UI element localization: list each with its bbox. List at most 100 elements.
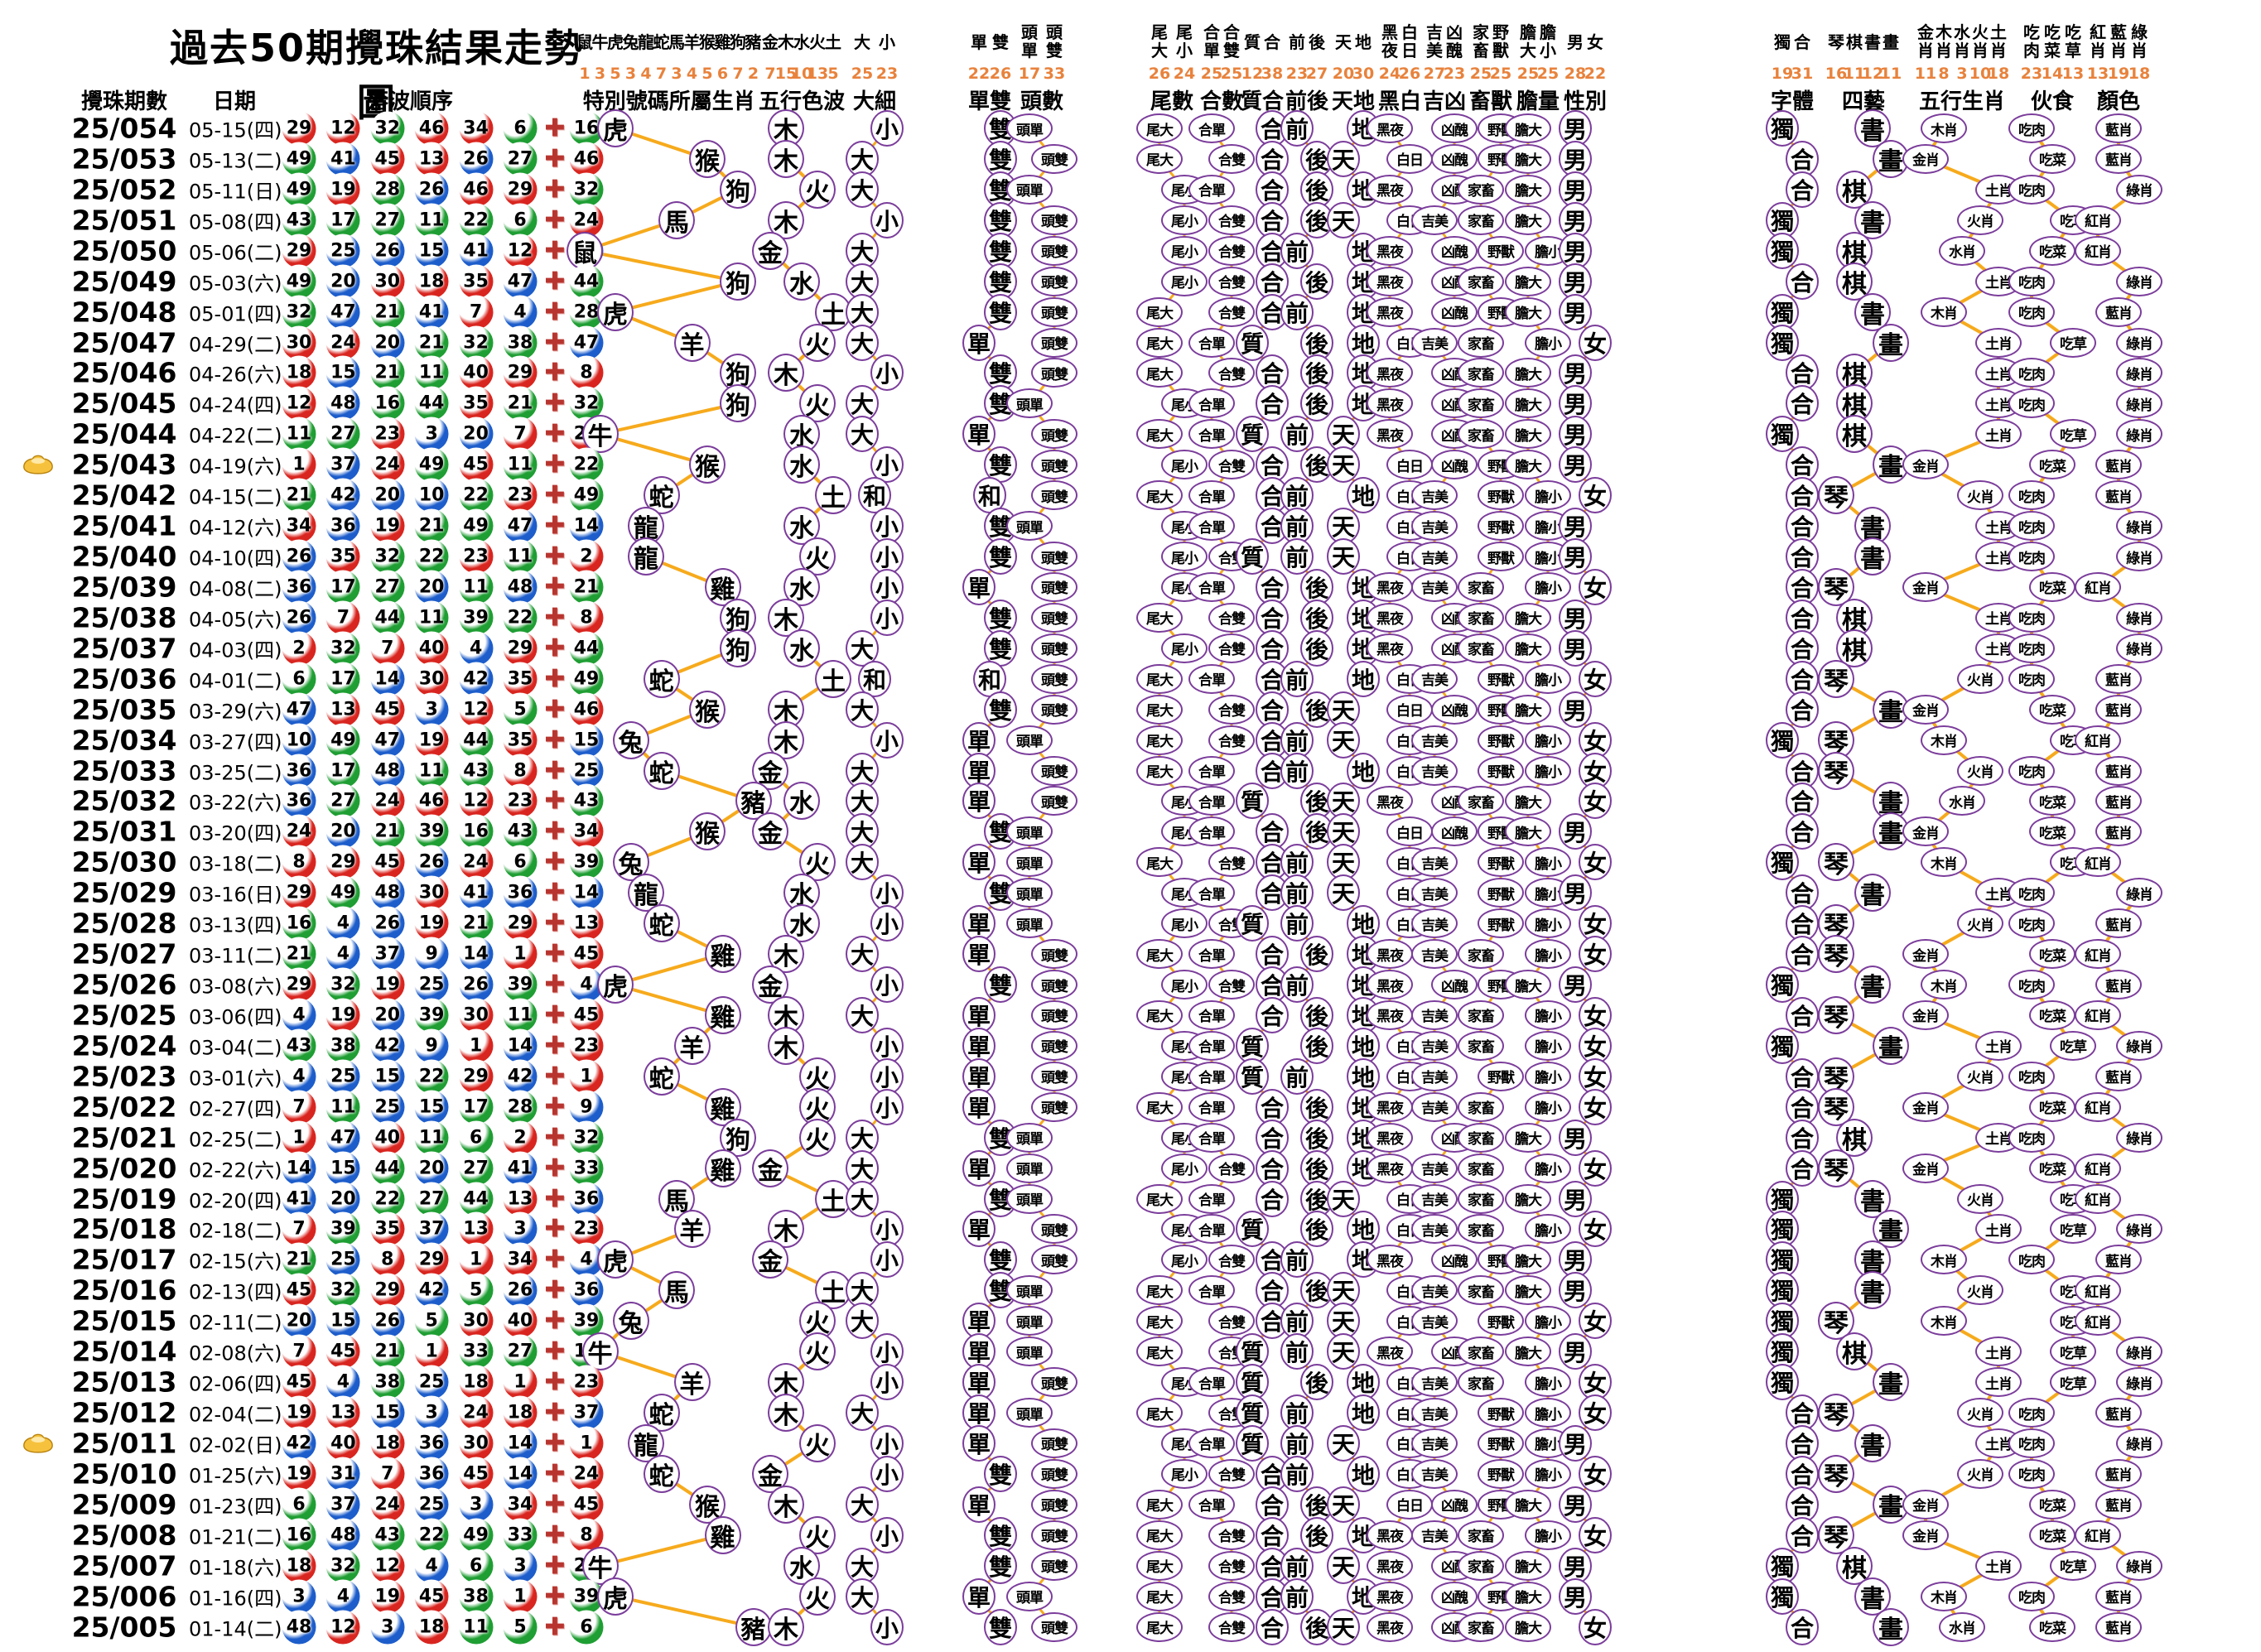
column-sub-label: 合 [1794, 32, 1810, 52]
cell-tiandi: 地 [1347, 752, 1380, 789]
cell-tou: 頭雙 [1031, 205, 1077, 235]
cell-qianhou: 前 [1280, 1057, 1314, 1095]
cell-qianhou: 後 [1300, 1211, 1333, 1248]
ball: 18 [503, 1395, 538, 1430]
cell-qianhou: 前 [1280, 660, 1314, 697]
cell-chushou: 家畜 [1458, 1520, 1504, 1550]
cell-jixiong: 吉美 [1411, 1428, 1458, 1458]
cell-qianhou: 後 [1300, 568, 1333, 605]
cell-heibai: 黑夜 [1367, 970, 1413, 1000]
column-sub-label: 吃 肉 [2023, 22, 2040, 60]
ball: 6 [459, 1548, 494, 1583]
period-label: 25/030 [71, 845, 177, 879]
cell-xingbie: 女 [1579, 660, 1612, 697]
cell-wuxing: 金肖 [1902, 939, 1949, 970]
cell-huoshi: 吃菜 [2029, 1091, 2075, 1122]
ball: 30 [414, 875, 449, 910]
ball: 34 [503, 1487, 538, 1522]
cell-wuxing: 火肖 [1957, 1398, 2003, 1428]
cell-qianhou: 後 [1300, 599, 1333, 636]
cell-daxi: 小 [870, 1088, 904, 1125]
cell-wei: 尾大 [1136, 939, 1183, 970]
cell-danshuang: 單 [962, 1394, 996, 1432]
cell-siyi: 畫 [1873, 139, 1909, 178]
cell-wei: 尾大 [1136, 480, 1183, 511]
cell-yanse: 綠肖 [2116, 1214, 2162, 1245]
cell-huoshi: 吃菜 [2029, 450, 2075, 480]
cell-daxi: 小 [870, 1455, 904, 1492]
ball: 18 [282, 355, 316, 390]
cell-xingbie: 男 [1559, 293, 1592, 330]
cell-zodiac: 雞 [704, 995, 741, 1034]
column-sub-count: 10 [1969, 65, 1992, 83]
period-label: 25/052 [71, 173, 177, 206]
column-sub-label: 膽 大 [1520, 22, 1536, 60]
column-sub-label: 後 [1309, 32, 1325, 52]
cell-siyi: 書 [1854, 1577, 1891, 1616]
column-sub-label: 吉 美 [1426, 22, 1443, 60]
cell-yanse: 紅肖 [2075, 1183, 2121, 1214]
cell-ziti: 獨 [1766, 721, 1799, 759]
cell-wuxing: 金肖 [1902, 999, 1949, 1030]
cell-tou: 頭雙 [1031, 450, 1077, 480]
ball: 14 [282, 1151, 316, 1186]
cell-he: 合單 [1188, 999, 1235, 1030]
cell-yanse: 綠肖 [2116, 511, 2162, 542]
column-sub-label: 牛 [591, 32, 609, 52]
cell-element: 金 [752, 1240, 788, 1279]
cell-wei: 尾大 [1136, 1091, 1183, 1122]
cell-xingbie: 女 [1579, 844, 1612, 881]
ball: 18 [370, 1426, 405, 1461]
cell-tou: 頭雙 [1031, 1061, 1077, 1091]
cell-wei: 尾大 [1136, 725, 1183, 755]
plus-icon: ✚ [544, 1214, 566, 1244]
cell-danliang: 膽大 [1505, 1489, 1551, 1520]
ball: 35 [503, 723, 538, 758]
cell-wei: 尾小 [1161, 266, 1208, 296]
cell-danliang: 膽小 [1525, 1428, 1571, 1458]
cell-xingbie: 女 [1579, 996, 1612, 1033]
period-label: 25/012 [71, 1396, 177, 1429]
cell-jixiong: 凶醜 [1431, 296, 1478, 327]
cell-siyi: 書 [1854, 1271, 1891, 1310]
ball: 38 [459, 1579, 494, 1614]
ball: 44 [459, 1182, 494, 1216]
ball: 18 [459, 1365, 494, 1399]
cell-wuxing: 土肖 [1975, 419, 2022, 450]
cell-ziti: 合 [1786, 905, 1819, 942]
column-sub-label: 龍 [638, 32, 654, 52]
plus-icon: ✚ [544, 1092, 566, 1122]
cell-element: 水 [783, 782, 820, 821]
cell-danliang: 膽小 [1525, 1153, 1571, 1183]
cell-danshuang: 雙 [984, 1455, 1017, 1492]
special-ball: 44 [569, 631, 604, 666]
ball: 30 [459, 1426, 494, 1461]
cell-heibai: 黑夜 [1367, 1153, 1413, 1183]
column-sub-label: 合 單 [1203, 22, 1220, 60]
cell-element: 木 [768, 139, 804, 178]
cell-zhihe: 合 [1256, 1149, 1289, 1187]
special-ball: 45 [569, 1487, 604, 1522]
cell-tou: 頭雙 [1031, 1458, 1077, 1489]
cell-yanse: 紅肖 [2075, 999, 2121, 1030]
ball: 33 [503, 1518, 538, 1553]
cell-tou: 頭雙 [1031, 358, 1077, 388]
special-ball: 2 [569, 539, 604, 574]
column-sub-count: 23 [2020, 65, 2043, 83]
ball: 28 [503, 1090, 538, 1125]
cell-heibai: 黑夜 [1367, 1611, 1413, 1642]
cell-jixiong: 吉美 [1411, 663, 1458, 694]
ball: 12 [370, 1548, 405, 1583]
ball: 27 [325, 783, 360, 818]
cell-qianhou: 後 [1300, 1149, 1333, 1187]
cell-zhihe: 質 [1236, 1333, 1269, 1370]
cell-danliang: 膽大 [1505, 970, 1551, 1000]
ball: 40 [414, 631, 449, 666]
plus-icon: ✚ [544, 480, 566, 510]
cell-siyi: 琴 [1818, 843, 1854, 882]
cell-daxi: 小 [870, 446, 904, 484]
date-label: 03-29(六) [189, 700, 282, 724]
cell-xingbie: 男 [1559, 1180, 1592, 1217]
ball: 7 [282, 1090, 316, 1125]
ball: 19 [370, 508, 405, 543]
